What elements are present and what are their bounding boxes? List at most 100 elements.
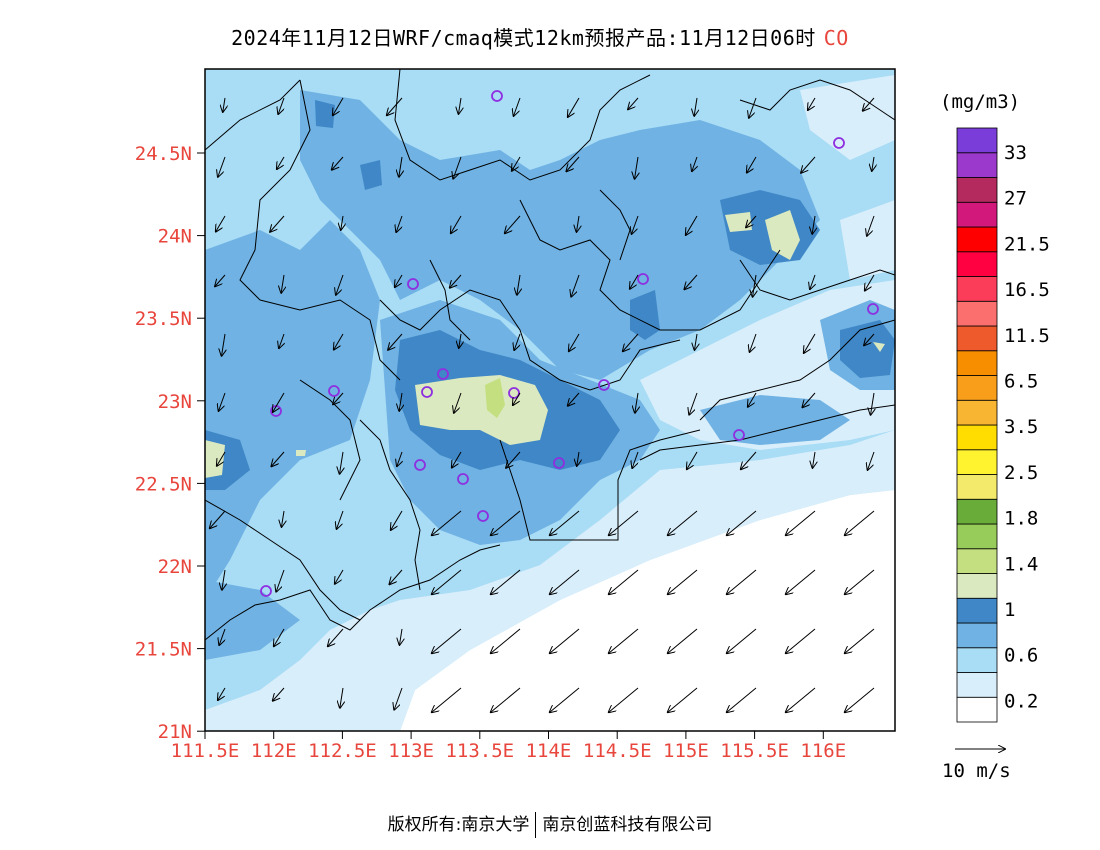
colorbar-level-label: 3.5 — [1004, 416, 1038, 438]
wind-arrow — [395, 274, 403, 287]
colorbar: 33 27 21.5 16.5 11.5 6.5 3.5 2.5 1.8 1.4 1 0.6 0.2 — [956, 127, 1050, 723]
wind-arrow — [506, 451, 521, 468]
wind-arrow — [332, 156, 344, 170]
wind-arrow — [727, 510, 757, 535]
wind-arrow — [845, 569, 875, 594]
station-marker — [477, 510, 489, 522]
wind-arrow — [746, 215, 757, 227]
wind-arrow — [727, 628, 757, 653]
lon-tick-label: 116E — [800, 740, 846, 762]
map-title: 2024年11月12日WRF/cmaq模式12km预报产品:11月12日06时 C… — [0, 22, 1080, 51]
wind-arrow — [747, 156, 757, 172]
colorbar-level-label: 0.6 — [1004, 645, 1038, 667]
wind-arrow — [336, 274, 344, 295]
colorbar-level-label: 1.8 — [1004, 508, 1038, 530]
colorbar-level-label: 6.5 — [1004, 371, 1038, 393]
wind-arrow — [628, 97, 639, 109]
colorbar-swatch — [956, 548, 998, 574]
wind-arrow — [865, 274, 875, 290]
longitude-axis: 111.5E 112E 112.5E 113E 113.5E 114E 114.5E 115E… — [171, 731, 846, 762]
map-frame — [204, 68, 896, 732]
wind-arrow — [217, 451, 226, 466]
station-marker — [598, 379, 610, 391]
wind-arrow — [219, 628, 226, 645]
wind-arrow — [845, 510, 875, 535]
colorbar-swatch — [956, 152, 998, 178]
latitude-axis: 24.5N 24N 23.5N 23N 22.5N 22N 21.5N 21N — [135, 143, 205, 743]
wind-arrow — [845, 687, 875, 712]
colorbar-swatch — [956, 622, 998, 649]
wind-arrow — [864, 333, 875, 345]
station-marker — [867, 303, 879, 315]
footer: 版权所有:南京大学 南京创蓝科技有限公司 — [0, 810, 1100, 838]
wind-arrow — [216, 215, 226, 231]
lon-tick-label: 112E — [251, 740, 297, 762]
lon-tick-label: 111.5E — [171, 740, 240, 762]
wind-arrow — [491, 510, 521, 535]
wind-arrow — [215, 274, 226, 286]
wind-arrow — [748, 392, 757, 407]
wind-arrow — [635, 392, 638, 413]
station-marker — [260, 585, 272, 597]
wind-arrow — [399, 156, 402, 177]
wind-arrow — [337, 510, 344, 529]
wind-arrow — [727, 687, 757, 712]
station-marker — [421, 386, 433, 398]
station-marker — [733, 429, 745, 441]
colorbar-level-label: 27 — [1004, 188, 1027, 210]
wind-arrow — [491, 628, 521, 653]
wind-arrow — [609, 687, 639, 712]
station-markers — [260, 90, 879, 597]
wind-arrow — [514, 97, 521, 116]
wind-arrow — [274, 628, 285, 646]
wind-arrow — [223, 97, 225, 112]
colorbar-swatch — [956, 573, 998, 599]
wind-arrow — [550, 510, 580, 535]
wind-arrow — [389, 569, 403, 584]
colorbar-swatch — [956, 424, 998, 451]
wind-arrow — [399, 392, 402, 411]
ocean-lightblue-region — [205, 430, 895, 731]
wind-arrow — [219, 392, 226, 411]
lat-tick-label: 22N — [158, 556, 192, 578]
colorbar-swatch — [956, 672, 998, 698]
wind-arrow — [686, 215, 698, 235]
wind-arrow — [279, 333, 284, 348]
lon-tick-label: 112.5E — [308, 740, 377, 762]
wind-arrow — [222, 333, 225, 356]
wind-arrow — [218, 156, 226, 177]
colorbar-swatch — [956, 276, 998, 302]
wind-vectors — [210, 97, 875, 712]
copyright-text: 版权所有:南京大学 — [387, 815, 530, 835]
lat-tick-label: 22.5N — [135, 473, 192, 495]
wind-arrow — [222, 569, 225, 590]
wind-arrow — [452, 451, 462, 467]
wind-arrow — [753, 274, 756, 297]
wind-arrow — [868, 451, 875, 470]
station-marker — [457, 473, 469, 485]
wind-arrow — [459, 333, 461, 348]
wind-arrow — [668, 569, 698, 594]
wind-arrow — [273, 687, 285, 701]
wind-arrow — [801, 156, 816, 173]
wind-arrow — [863, 97, 875, 111]
station-marker — [328, 385, 340, 397]
wind-arrow — [432, 569, 462, 594]
station-marker — [637, 273, 649, 285]
wind-arrow — [340, 687, 343, 708]
wind-arrow — [341, 215, 343, 230]
wind-arrow — [609, 510, 639, 535]
medium-blue-region-west — [205, 220, 380, 600]
wind-arrow — [566, 156, 580, 171]
title-text: 2024年11月12日WRF/cmaq模式12km预报产品:11月12日06时 — [231, 26, 816, 50]
wind-arrow — [391, 510, 403, 530]
wind-arrow — [432, 687, 462, 712]
footer-divider — [535, 812, 537, 838]
wind-arrow — [867, 215, 875, 236]
wind-arrow — [609, 569, 639, 594]
colorbar-swatch — [956, 300, 998, 327]
lat-tick-label: 23N — [158, 391, 192, 413]
wind-reference-label: 10 m/s — [942, 760, 1011, 782]
wind-arrow — [694, 97, 697, 116]
